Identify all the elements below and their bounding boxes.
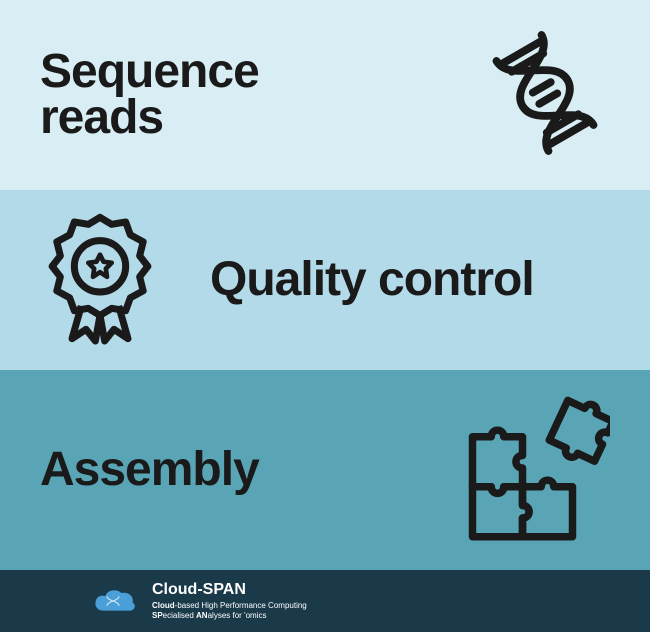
dna-icon (480, 28, 610, 163)
panel-title: Sequencereads (40, 49, 480, 140)
panel-quality-control: Quality control (0, 190, 650, 370)
panel-title: Assembly (40, 447, 460, 493)
footer-logo: Cloud-SPAN Cloud-based High Performance … (90, 581, 307, 620)
footer-subtitle: Cloud-based High Performance Computing S… (152, 601, 307, 620)
cloud-icon (90, 585, 140, 617)
puzzle-icon (460, 393, 610, 548)
infographic-container: Sequencereads (0, 0, 650, 632)
panel-title: Quality control (210, 257, 534, 303)
badge-icon (40, 208, 160, 353)
footer: Cloud-SPAN Cloud-based High Performance … (0, 570, 650, 632)
footer-text: Cloud-SPAN Cloud-based High Performance … (152, 581, 307, 620)
panel-sequence-reads: Sequencereads (0, 0, 650, 190)
footer-brand: Cloud-SPAN (152, 581, 307, 599)
panel-assembly: Assembly (0, 370, 650, 570)
